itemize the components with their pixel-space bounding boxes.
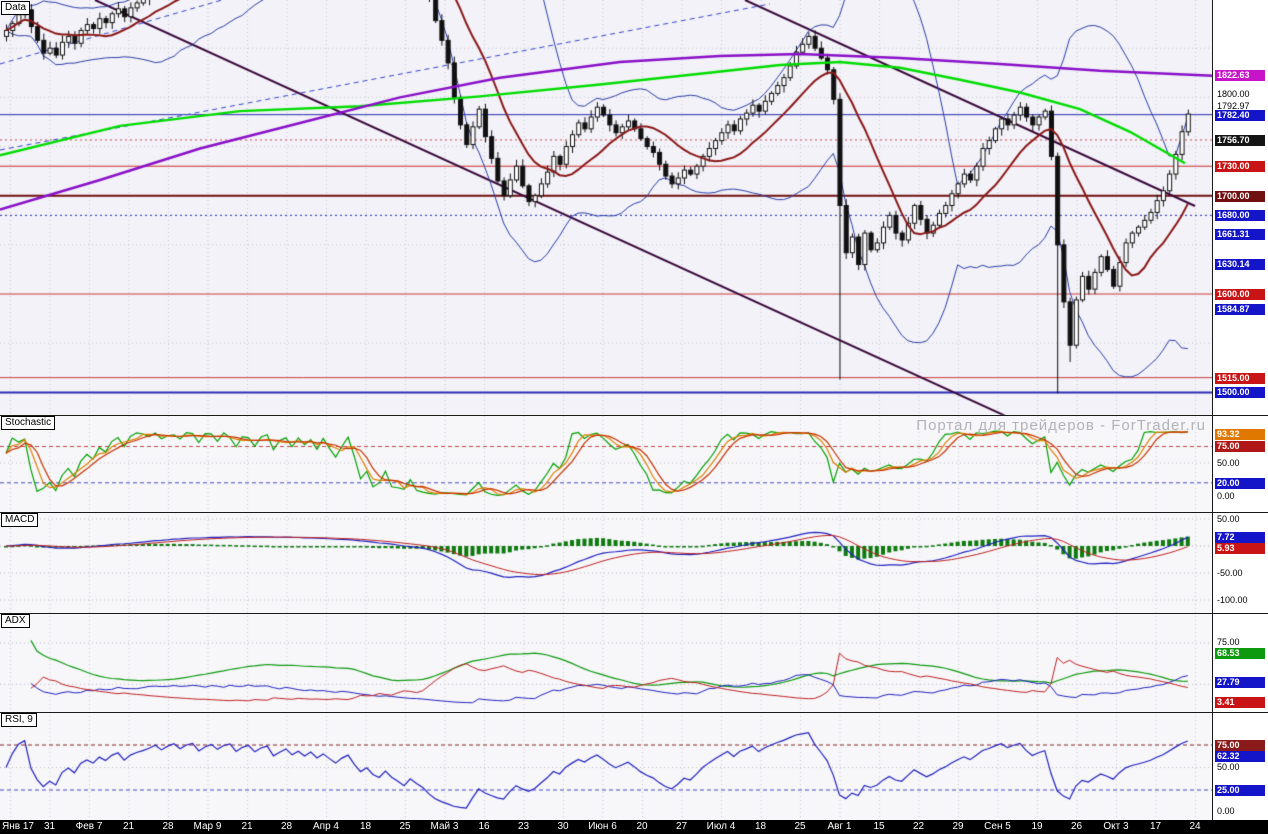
time-axis-label: 26 — [1070, 821, 1083, 832]
watermark: Портал для трейдеров - ForTrader.ru — [916, 417, 1206, 434]
panel-separator — [0, 613, 1268, 614]
rsi-value-tag: 0.00 — [1217, 806, 1235, 816]
time-axis-label: 24 — [1189, 821, 1201, 832]
macd-value-tag: 7.72 — [1215, 532, 1265, 543]
time-axis-label: 25 — [794, 821, 806, 832]
price-tag: 1500.00 — [1215, 387, 1265, 398]
time-axis-label: 28 — [280, 821, 293, 832]
price-panel-label: Data — [1, 1, 31, 15]
macd-value-tag: 50.00 — [1217, 514, 1240, 524]
macd-value-tag: -50.00 — [1217, 568, 1243, 578]
time-axis-label: 27 — [675, 821, 688, 832]
time-axis-label: 22 — [912, 821, 925, 832]
adx-value-tag: 68.53 — [1215, 648, 1265, 659]
time-axis-label: 20 — [636, 821, 648, 832]
price-tag: 1661.31 — [1215, 229, 1265, 240]
adx-panel-label: ADX — [1, 614, 30, 628]
time-axis-label: Авг 1 — [827, 821, 852, 832]
time-axis-label: Фев 7 — [75, 821, 103, 832]
time-axis-label: 25 — [399, 821, 411, 832]
macd-panel-label: MACD — [1, 513, 39, 527]
time-axis-label: Окт 3 — [1103, 821, 1129, 832]
time-axis-label: 19 — [1031, 821, 1043, 832]
panel-separator — [0, 415, 1268, 416]
stochastic-value-tag: 93.32 — [1215, 429, 1265, 440]
rsi-panel-label: RSI, 9 — [1, 713, 37, 727]
price-tag: 1782.40 — [1215, 110, 1265, 121]
adx-value-tag: 3.41 — [1215, 697, 1265, 708]
scale-separator — [1212, 0, 1213, 820]
price-tag: 1630.14 — [1215, 259, 1265, 270]
price-tag: 1730.00 — [1215, 161, 1265, 172]
time-axis-label: 18 — [754, 821, 767, 832]
time-axis-label: 16 — [478, 821, 490, 832]
macd-value-tag: 5.93 — [1215, 543, 1265, 554]
stochastic-panel-label: Stochastic — [1, 416, 56, 430]
time-axis-label: Июл 4 — [706, 821, 736, 832]
stochastic-value-tag: 0.00 — [1217, 491, 1235, 501]
price-scale-column[interactable]: 1822.63 1800.00 1792.97 1782.40 1756.70 1730.… — [1213, 0, 1268, 820]
time-axis-label: Сен 5 — [984, 821, 1011, 832]
stochastic-value-tag: 50.00 — [1217, 458, 1240, 468]
time-axis-label: 23 — [517, 821, 530, 832]
price-tag: 1680.00 — [1215, 210, 1265, 221]
rsi-value-tag: 50.00 — [1217, 762, 1240, 772]
rsi-value-tag: 62.32 — [1215, 751, 1265, 762]
rsi-value-tag: 75.00 — [1215, 740, 1265, 751]
stochastic-value-tag: 20.00 — [1215, 478, 1265, 489]
time-axis-label: Апр 4 — [313, 821, 339, 832]
time-axis-label: Янв 17 — [2, 821, 34, 832]
time-axis[interactable]: Янв 17 31 Фев 7 21 28 Мар 9 21 28 Апр 4 18 25 Май 3… — [0, 820, 1268, 834]
stochastic-value-tag: 75.00 — [1215, 441, 1265, 452]
price-tag: 1822.63 — [1215, 70, 1265, 81]
price-tag: 1515.00 — [1215, 373, 1265, 384]
price-tag: 1700.00 — [1215, 191, 1265, 202]
time-axis-label: 15 — [873, 821, 885, 832]
price-tag: 1800.00 — [1217, 89, 1250, 99]
adx-value-tag: 27.79 — [1215, 677, 1265, 688]
price-tag: 1792.97 — [1217, 101, 1250, 111]
time-axis-label: 21 — [122, 821, 135, 832]
time-axis-label: 30 — [557, 821, 569, 832]
price-tag: 1756.70 — [1215, 135, 1265, 146]
rsi-value-tag: 25.00 — [1215, 785, 1265, 796]
time-axis-label: Июн 6 — [588, 821, 617, 832]
time-axis-label: 28 — [162, 821, 174, 832]
price-tag: 1584.87 — [1215, 304, 1265, 315]
time-axis-label: Май 3 — [430, 821, 459, 832]
time-axis-label: 18 — [359, 821, 372, 832]
panel-separator — [0, 512, 1268, 513]
chart-canvas[interactable] — [0, 0, 1213, 820]
macd-value-tag: -100.00 — [1217, 595, 1248, 605]
panel-separator — [0, 712, 1268, 713]
price-tag: 1600.00 — [1215, 289, 1265, 300]
time-axis-label: 29 — [952, 821, 964, 832]
time-axis-label: 17 — [1149, 821, 1162, 832]
time-axis-label: 31 — [43, 821, 56, 832]
time-axis-label: 21 — [241, 821, 253, 832]
adx-value-tag: 75.00 — [1217, 637, 1240, 647]
time-axis-label: Мар 9 — [193, 821, 222, 832]
